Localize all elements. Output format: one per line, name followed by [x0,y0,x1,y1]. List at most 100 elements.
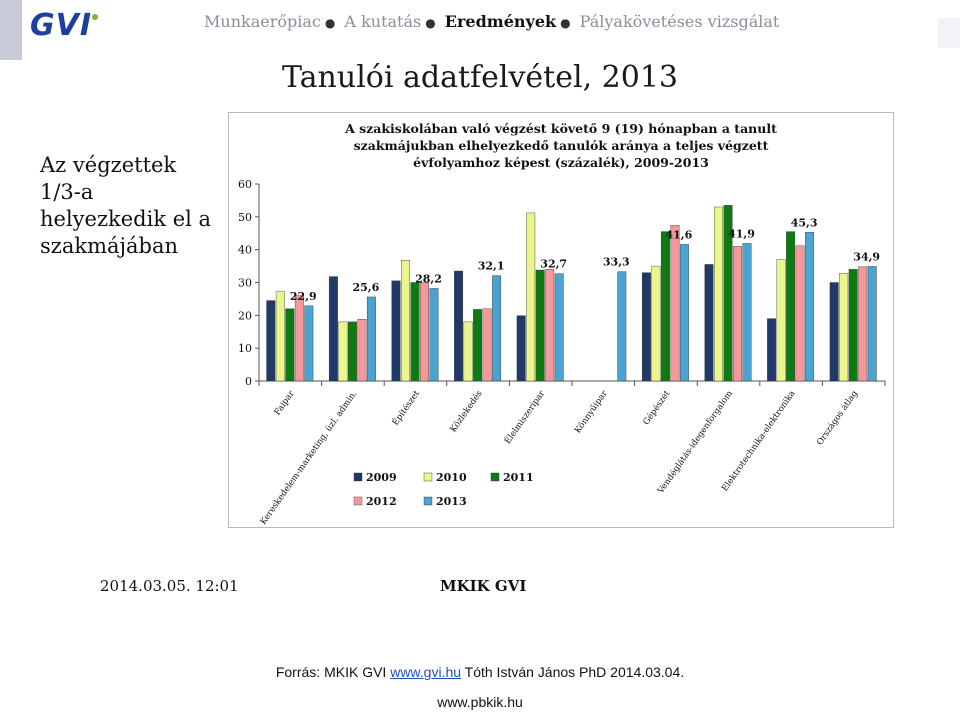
bar-2012 [858,266,868,382]
bar-2011 [723,205,733,382]
data-label: 41,6 [666,228,693,241]
source-suffix: Tóth István János PhD 2014.03.04. [461,664,685,680]
bar-2009 [391,280,401,382]
category-label: Gépészet [641,388,673,427]
logo-dot-icon [92,14,98,20]
y-tick-label: 50 [238,211,252,224]
source-prefix: Forrás: MKIK GVI [275,664,391,680]
bar-2013 [304,305,314,382]
right-edge-tab [938,18,960,48]
bar-2013 [366,296,376,382]
bar-2011 [786,231,796,382]
bar-2013 [617,271,627,382]
bar-2010 [401,259,410,382]
bar-2009 [266,300,276,382]
data-label: 34,9 [853,250,880,263]
bar-2013 [742,243,752,382]
chart-title-line: A szakiskolában való végzést követő 9 (1… [344,121,777,136]
bar-2010 [839,273,849,382]
chart-title-line: szakmájukban elhelyezkedő tanulók aránya… [354,138,769,153]
legend-label: 2011 [503,471,534,484]
slide-title: Tanulói adatfelvétel, 2013 [281,60,678,95]
data-label: 28,2 [415,272,442,285]
bar-2010 [714,206,723,382]
bar-2010 [776,259,786,382]
bar-2010 [526,212,536,382]
nav-item-eredmenyek[interactable]: Eredmények [444,12,557,31]
bar-2011 [347,321,357,382]
bar-2011 [285,308,295,382]
bar-2010 [463,321,473,382]
bar-chart: A szakiskolában való végzést követő 9 (1… [238,121,886,527]
y-tick-label: 60 [238,178,252,191]
category-label: Országos átlag [814,388,860,447]
data-label: 45,3 [791,216,818,229]
category-label: Vendéglátás-idegenforgalom [655,388,735,496]
footer-date: 2014.03.05. 12:01 [100,577,239,595]
data-label: 32,1 [478,260,505,273]
y-tick-label: 30 [238,277,252,290]
bullet-icon: ● [425,16,436,30]
bar-2013 [429,288,439,382]
bar-2012 [482,308,492,382]
bar-2011 [535,269,545,382]
category-label: Építészet [389,387,422,427]
y-tick-label: 0 [245,375,252,388]
y-tick-label: 20 [238,309,252,322]
bar-2010 [275,291,285,382]
data-label: 32,7 [540,258,567,271]
bar-2011 [410,282,420,382]
chart-title-line: évfolyamhoz képest (százalék), 2009-2013 [413,155,709,170]
category-label: Faipar [273,388,298,417]
bar-2009 [641,272,651,382]
bar-2011 [473,309,483,382]
legend-swatch [490,472,500,482]
data-label: 25,6 [353,281,380,294]
bar-2012 [420,282,429,382]
bar-2012 [670,225,680,382]
y-tick-label: 40 [238,244,252,257]
side-summary-text: Az végzettek 1/3-a helyezkedik el a szak… [40,153,212,258]
site-url[interactable]: www.pbkik.hu [437,694,523,710]
gvi-logo[interactable]: GVI [30,8,93,43]
bar-2013 [805,232,815,382]
data-label: 41,9 [728,227,755,240]
bar-2012 [733,246,742,382]
bullet-icon: ● [324,16,336,30]
logo-side-bar [0,0,22,60]
bar-2009 [328,276,338,382]
source-line: Forrás: MKIK GVI www.gvi.hu Tóth István … [0,664,960,680]
bar-2013 [492,275,502,382]
nav-item-palyakovetes[interactable]: Pályakövetéses vizsgálat [579,12,780,31]
bar-2009 [829,282,839,382]
bar-2009 [516,315,526,382]
category-label: Elektrotechnika-elektronika [720,389,797,494]
legend-swatch [423,496,433,506]
bullet-icon: ● [560,16,571,30]
bar-2009 [767,318,777,382]
chart-frame: A szakiskolában való végzést követő 9 (1… [228,112,894,528]
bar-2013 [554,273,564,382]
bar-2013 [679,244,689,382]
category-label: Közlekedés [448,388,485,434]
nav-item-munkaeropiac[interactable]: Munkaerőpiac [204,12,321,31]
bar-2010 [651,265,661,382]
bar-2012 [357,319,367,382]
nav-item-kutatas[interactable]: A kutatás [344,12,422,31]
bar-2009 [704,264,714,382]
data-label: 33,3 [603,256,630,269]
category-label: Élelmiszeripar [501,387,547,446]
source-link[interactable]: www.gvi.hu [390,664,462,680]
bar-2012 [545,269,555,382]
y-tick-label: 10 [238,342,252,355]
legend-label: 2009 [366,471,397,484]
bar-2010 [338,321,348,382]
bar-2012 [294,295,304,382]
legend-swatch [353,472,363,482]
category-label: Könnyűipar [572,388,610,436]
legend-swatch [423,472,433,482]
bar-2009 [454,270,464,382]
data-label: 22,9 [290,290,317,303]
bar-2012 [795,245,805,382]
legend-label: 2013 [436,495,467,508]
